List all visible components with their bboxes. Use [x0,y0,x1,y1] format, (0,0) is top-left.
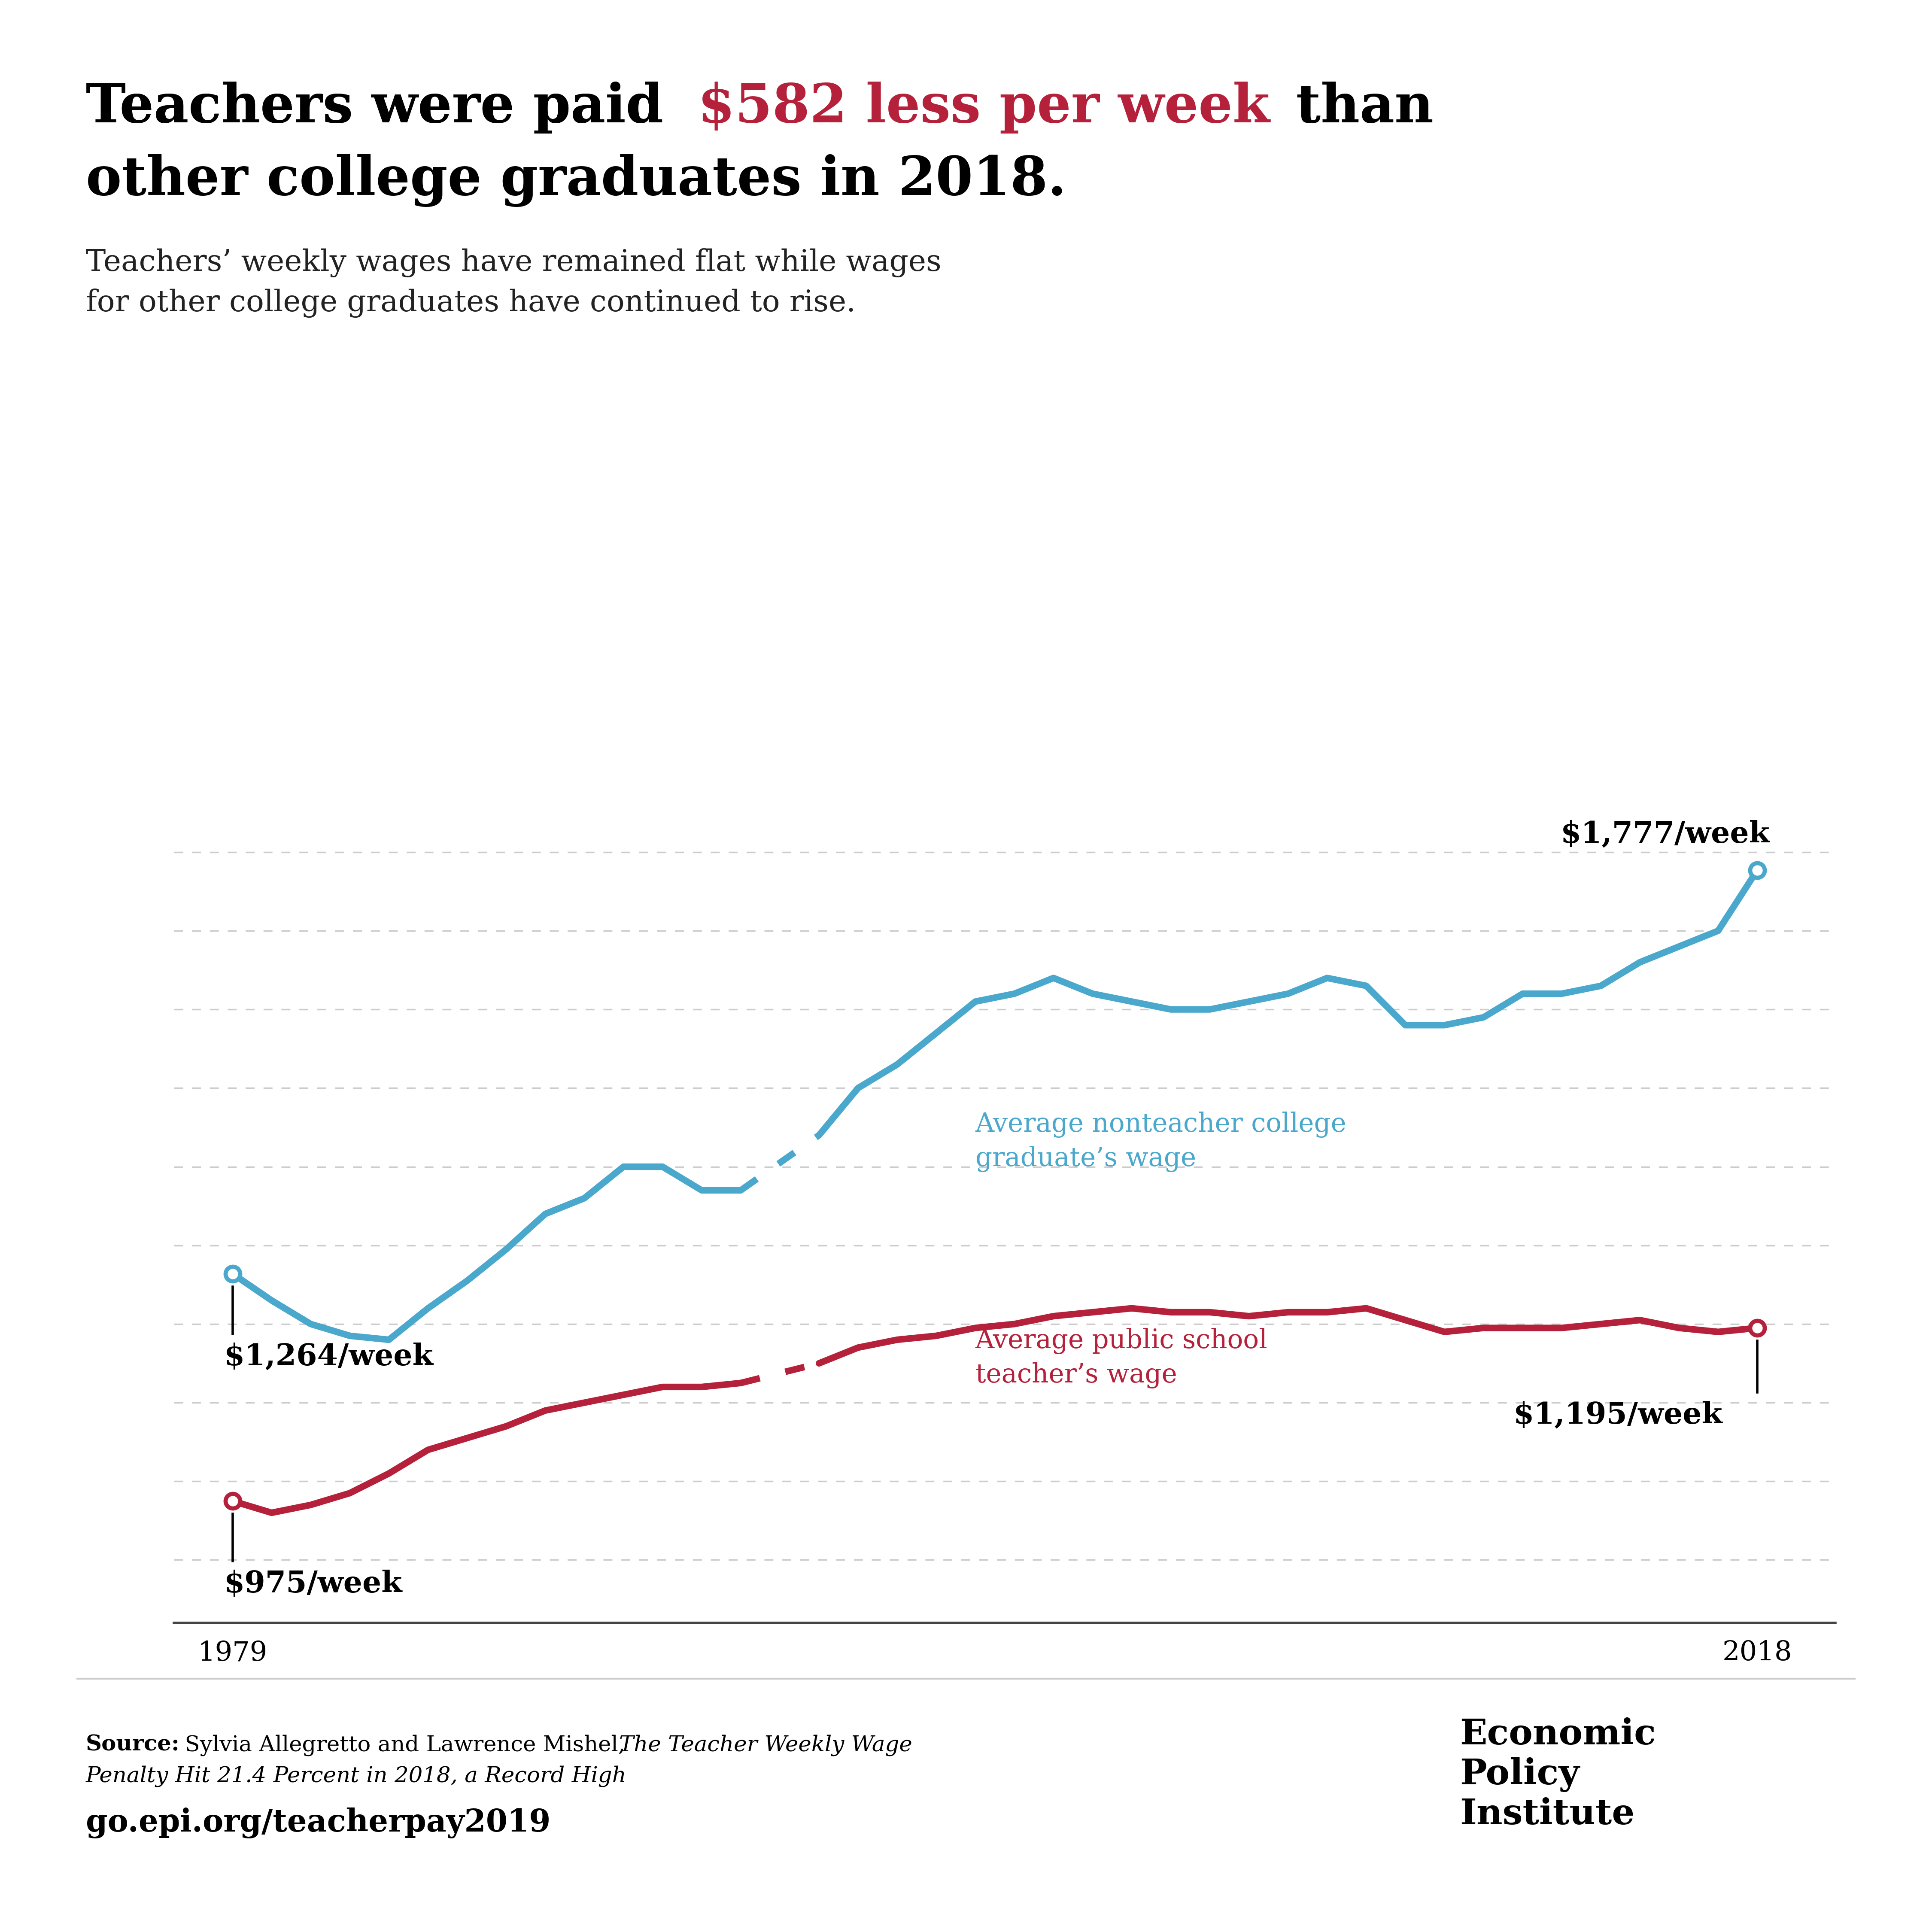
Text: Source:: Source: [85,1735,180,1756]
Point [1743,854,1774,885]
Text: Average nonteacher college
graduate’s wage: Average nonteacher college graduate’s wa… [976,1111,1347,1173]
Text: Teachers were paid: Teachers were paid [85,81,682,133]
Text: go.epi.org/teacherpay2019: go.epi.org/teacherpay2019 [85,1806,551,1837]
Text: Teachers’ weekly wages have remained flat while wages: Teachers’ weekly wages have remained fla… [85,247,941,278]
Text: Economic
Policy
Institute: Economic Policy Institute [1461,1718,1656,1832]
Text: Sylvia Allegretto and Lawrence Mishel,: Sylvia Allegretto and Lawrence Mishel, [178,1735,632,1756]
Text: $1,195/week: $1,195/week [1513,1401,1723,1430]
Text: The Teacher Weekly Wage: The Teacher Weekly Wage [618,1735,912,1756]
Text: Teachers were paid: Teachers were paid [85,81,682,133]
Text: $1,777/week: $1,777/week [1561,819,1770,848]
Point [216,1258,247,1289]
Text: 1979: 1979 [197,1640,267,1665]
Text: for other college graduates have continued to rise.: for other college graduates have continu… [85,288,856,317]
Text: Penalty Hit 21.4 Percent in 2018, a Record High: Penalty Hit 21.4 Percent in 2018, a Reco… [85,1766,626,1787]
Text: $582 less per week: $582 less per week [697,81,1269,133]
Text: other college graduates in 2018.: other college graduates in 2018. [85,155,1066,207]
Text: $975/week: $975/week [224,1569,402,1598]
Text: than: than [1277,81,1434,133]
Point [216,1486,247,1517]
Text: Average public school
teacher’s wage: Average public school teacher’s wage [976,1327,1267,1389]
Point [1743,1312,1774,1343]
Text: 2018: 2018 [1721,1640,1793,1665]
Text: $1,264/week: $1,264/week [224,1343,433,1372]
